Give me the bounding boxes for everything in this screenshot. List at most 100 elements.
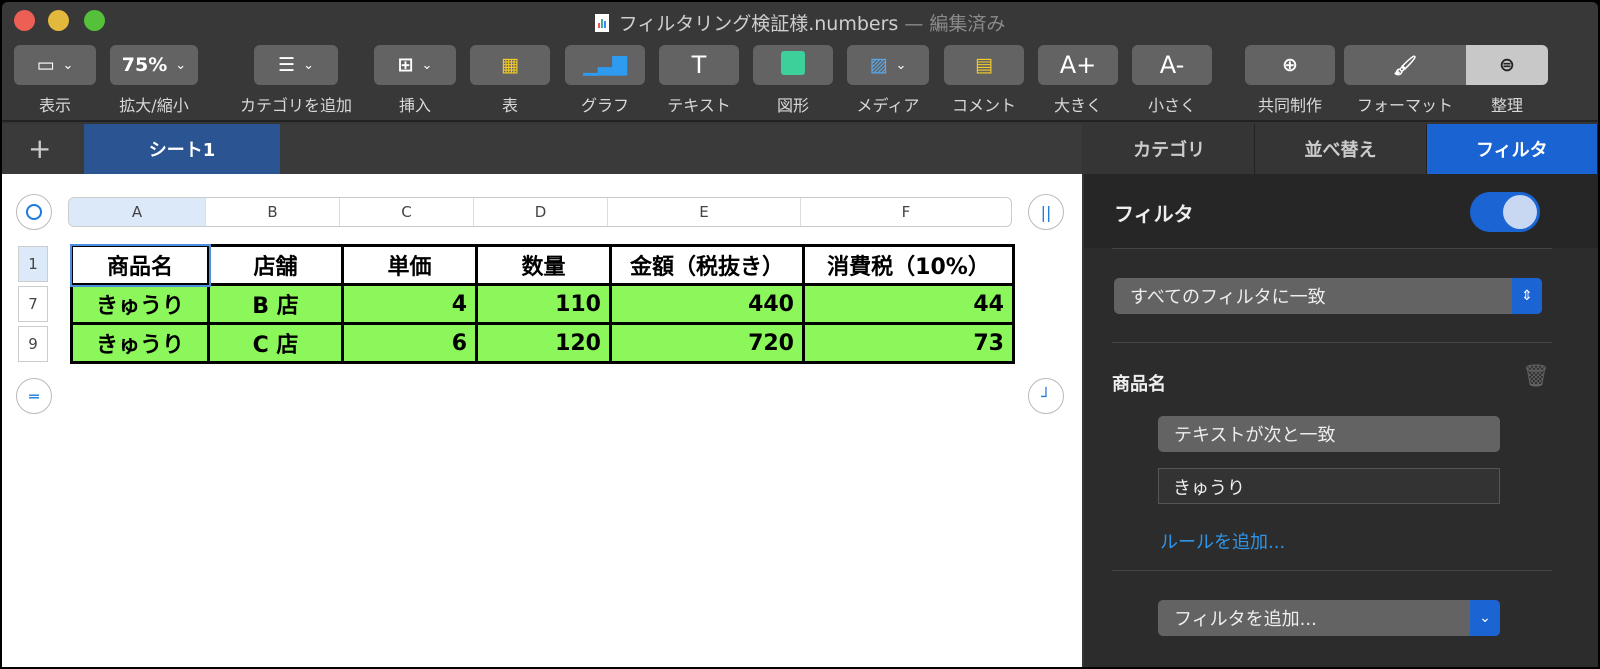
chevron-down-icon: ⌄ [1470,600,1500,636]
rule-condition-select[interactable]: テキストが次と一致 [1158,416,1500,452]
insert-button[interactable]: ⊞ ⌄ [374,45,456,85]
column-header[interactable]: B [206,198,340,226]
sidebar-tab[interactable]: フィルタ [1426,124,1598,174]
table-label: 表 [501,96,518,115]
chart-icon: ▁▃▇ [583,54,627,76]
insert-label: 挿入 [398,96,431,115]
filter-label: フィルタ [1114,202,1194,226]
table-cell[interactable]: 数量 [475,244,612,286]
match-mode-value: すべてのフィルタに一致 [1130,287,1326,308]
add-column-handle[interactable]: || [1028,194,1064,230]
resize-table-handle[interactable]: ┘ [1028,378,1064,414]
chart-label: グラフ [580,96,629,115]
match-mode-select[interactable]: すべてのフィルタに一致 ⇕ [1114,278,1542,314]
comment-icon: ▤ [975,54,993,76]
table-cell[interactable]: 単価 [341,244,478,286]
text-icon: T [691,51,707,79]
table-cell[interactable]: きゅうり [70,283,210,325]
view-button[interactable]: ▭ ⌄ [14,45,96,85]
table-cell[interactable]: 440 [609,283,805,325]
table-cell[interactable]: 6 [341,322,478,364]
table-cell[interactable]: 金額（税抜き） [609,244,805,286]
table-cell[interactable]: C 店 [207,322,344,364]
zoom-label: 拡大/縮小 [119,96,189,115]
add-filter-select[interactable]: フィルタを追加... ⌄ [1158,600,1500,636]
bigger-value: A+ [1059,51,1097,79]
smaller-label: 小さく [1147,96,1196,115]
divider [1112,570,1552,571]
title-bar: フィルタリング検証様.numbers — 編集済み [2,2,1598,40]
table-cell[interactable]: 4 [341,283,478,325]
add-sheet-button[interactable]: + [28,132,52,165]
column-header[interactable]: E [608,198,801,226]
table-cell[interactable]: 73 [802,322,1015,364]
table-cell[interactable]: 720 [609,322,805,364]
divider [1112,248,1552,249]
row-header[interactable]: 7 [18,286,48,322]
format-button[interactable]: 🖌 [1344,45,1466,85]
bigger-label: 大きく [1053,96,1102,115]
bigger-button[interactable]: A+ [1038,45,1118,85]
table-cell[interactable]: B 店 [207,283,344,325]
minimize-button[interactable] [48,10,69,31]
table-cell[interactable]: 110 [475,283,612,325]
column-header[interactable]: C [340,198,474,226]
zoom-button[interactable] [84,10,105,31]
shape-label: 図形 [776,96,809,115]
add-row-handle[interactable]: ═ [16,378,52,414]
media-label: メディア [856,96,920,115]
smaller-button[interactable]: A- [1132,45,1212,85]
sidebar-tab[interactable]: 並べ替え [1255,124,1427,174]
rule-column-label: 商品名 [1112,374,1166,395]
table-cell[interactable]: きゅうり [70,322,210,364]
table-cell[interactable]: 消費税（10%） [802,244,1015,286]
up-down-chevron-icon: ⇕ [1512,278,1542,314]
column-header[interactable]: A [69,198,206,226]
filter-toggle[interactable] [1470,192,1540,232]
trash-icon[interactable]: 🗑 [1522,364,1550,389]
collab-button[interactable]: ⊕ [1245,45,1335,85]
smaller-value: A- [1159,51,1185,79]
table-cell[interactable]: 120 [475,322,612,364]
category-button[interactable]: ☰ ⌄ [254,45,338,85]
organize-sidebar: カテゴリ 並べ替え フィルタ フィルタ すべてのフィルタに一致 ⇕ 商品名 🗑 テキス… [1084,124,1598,667]
document-icon [594,14,609,32]
data-table: 商品名 店舗 単価 数量 金額（税抜き） 消費税（10%） きゅうり B 店 4 110 440 44… [69,243,1015,364]
shape-button[interactable] [753,45,833,85]
filter-icon: ⊜ [1499,54,1515,76]
rule-value-input[interactable]: きゅうり [1158,468,1500,504]
table-row: きゅうり B 店 4 110 440 44 [70,283,1015,325]
add-filter-label: フィルタを追加... [1174,609,1317,630]
table-button[interactable]: ▦ [470,45,550,85]
column-header[interactable]: D [474,198,608,226]
row-header[interactable]: 9 [18,326,48,362]
select-table-handle[interactable] [16,194,52,230]
rule-condition-value: テキストが次と一致 [1174,425,1336,446]
table-cell[interactable]: 店舗 [207,244,344,286]
add-rule-link[interactable]: ルールを追加... [1160,532,1286,553]
organize-button[interactable]: ⊜ [1466,45,1548,85]
edited-status: — 編集済み [904,13,1006,35]
sheet-tab[interactable]: シート1 [84,124,280,174]
table-cell[interactable]: 44 [802,283,1015,325]
close-button[interactable] [14,10,35,31]
text-button[interactable]: T [659,45,739,85]
category-label: カテゴリを追加 [239,96,352,115]
chevron-down-icon: ⌄ [62,57,74,73]
zoom-button[interactable]: 75% ⌄ [110,45,198,85]
list-icon: ☰ [278,54,296,76]
sidebar-tab[interactable]: カテゴリ [1084,124,1256,174]
comment-button[interactable]: ▤ [944,45,1024,85]
insert-icon: ⊞ [397,54,414,76]
chevron-down-icon: ⌄ [421,57,433,73]
row-header[interactable]: 1 [18,246,48,282]
chart-button[interactable]: ▁▃▇ [565,45,645,85]
collab-label: 共同制作 [1257,96,1322,115]
column-header[interactable]: F [901,203,911,221]
text-label: テキスト [667,96,731,115]
media-button[interactable]: ▨ ⌄ [847,45,929,85]
zoom-value: 75% [121,54,168,76]
table-cell[interactable]: 商品名 [69,243,211,287]
